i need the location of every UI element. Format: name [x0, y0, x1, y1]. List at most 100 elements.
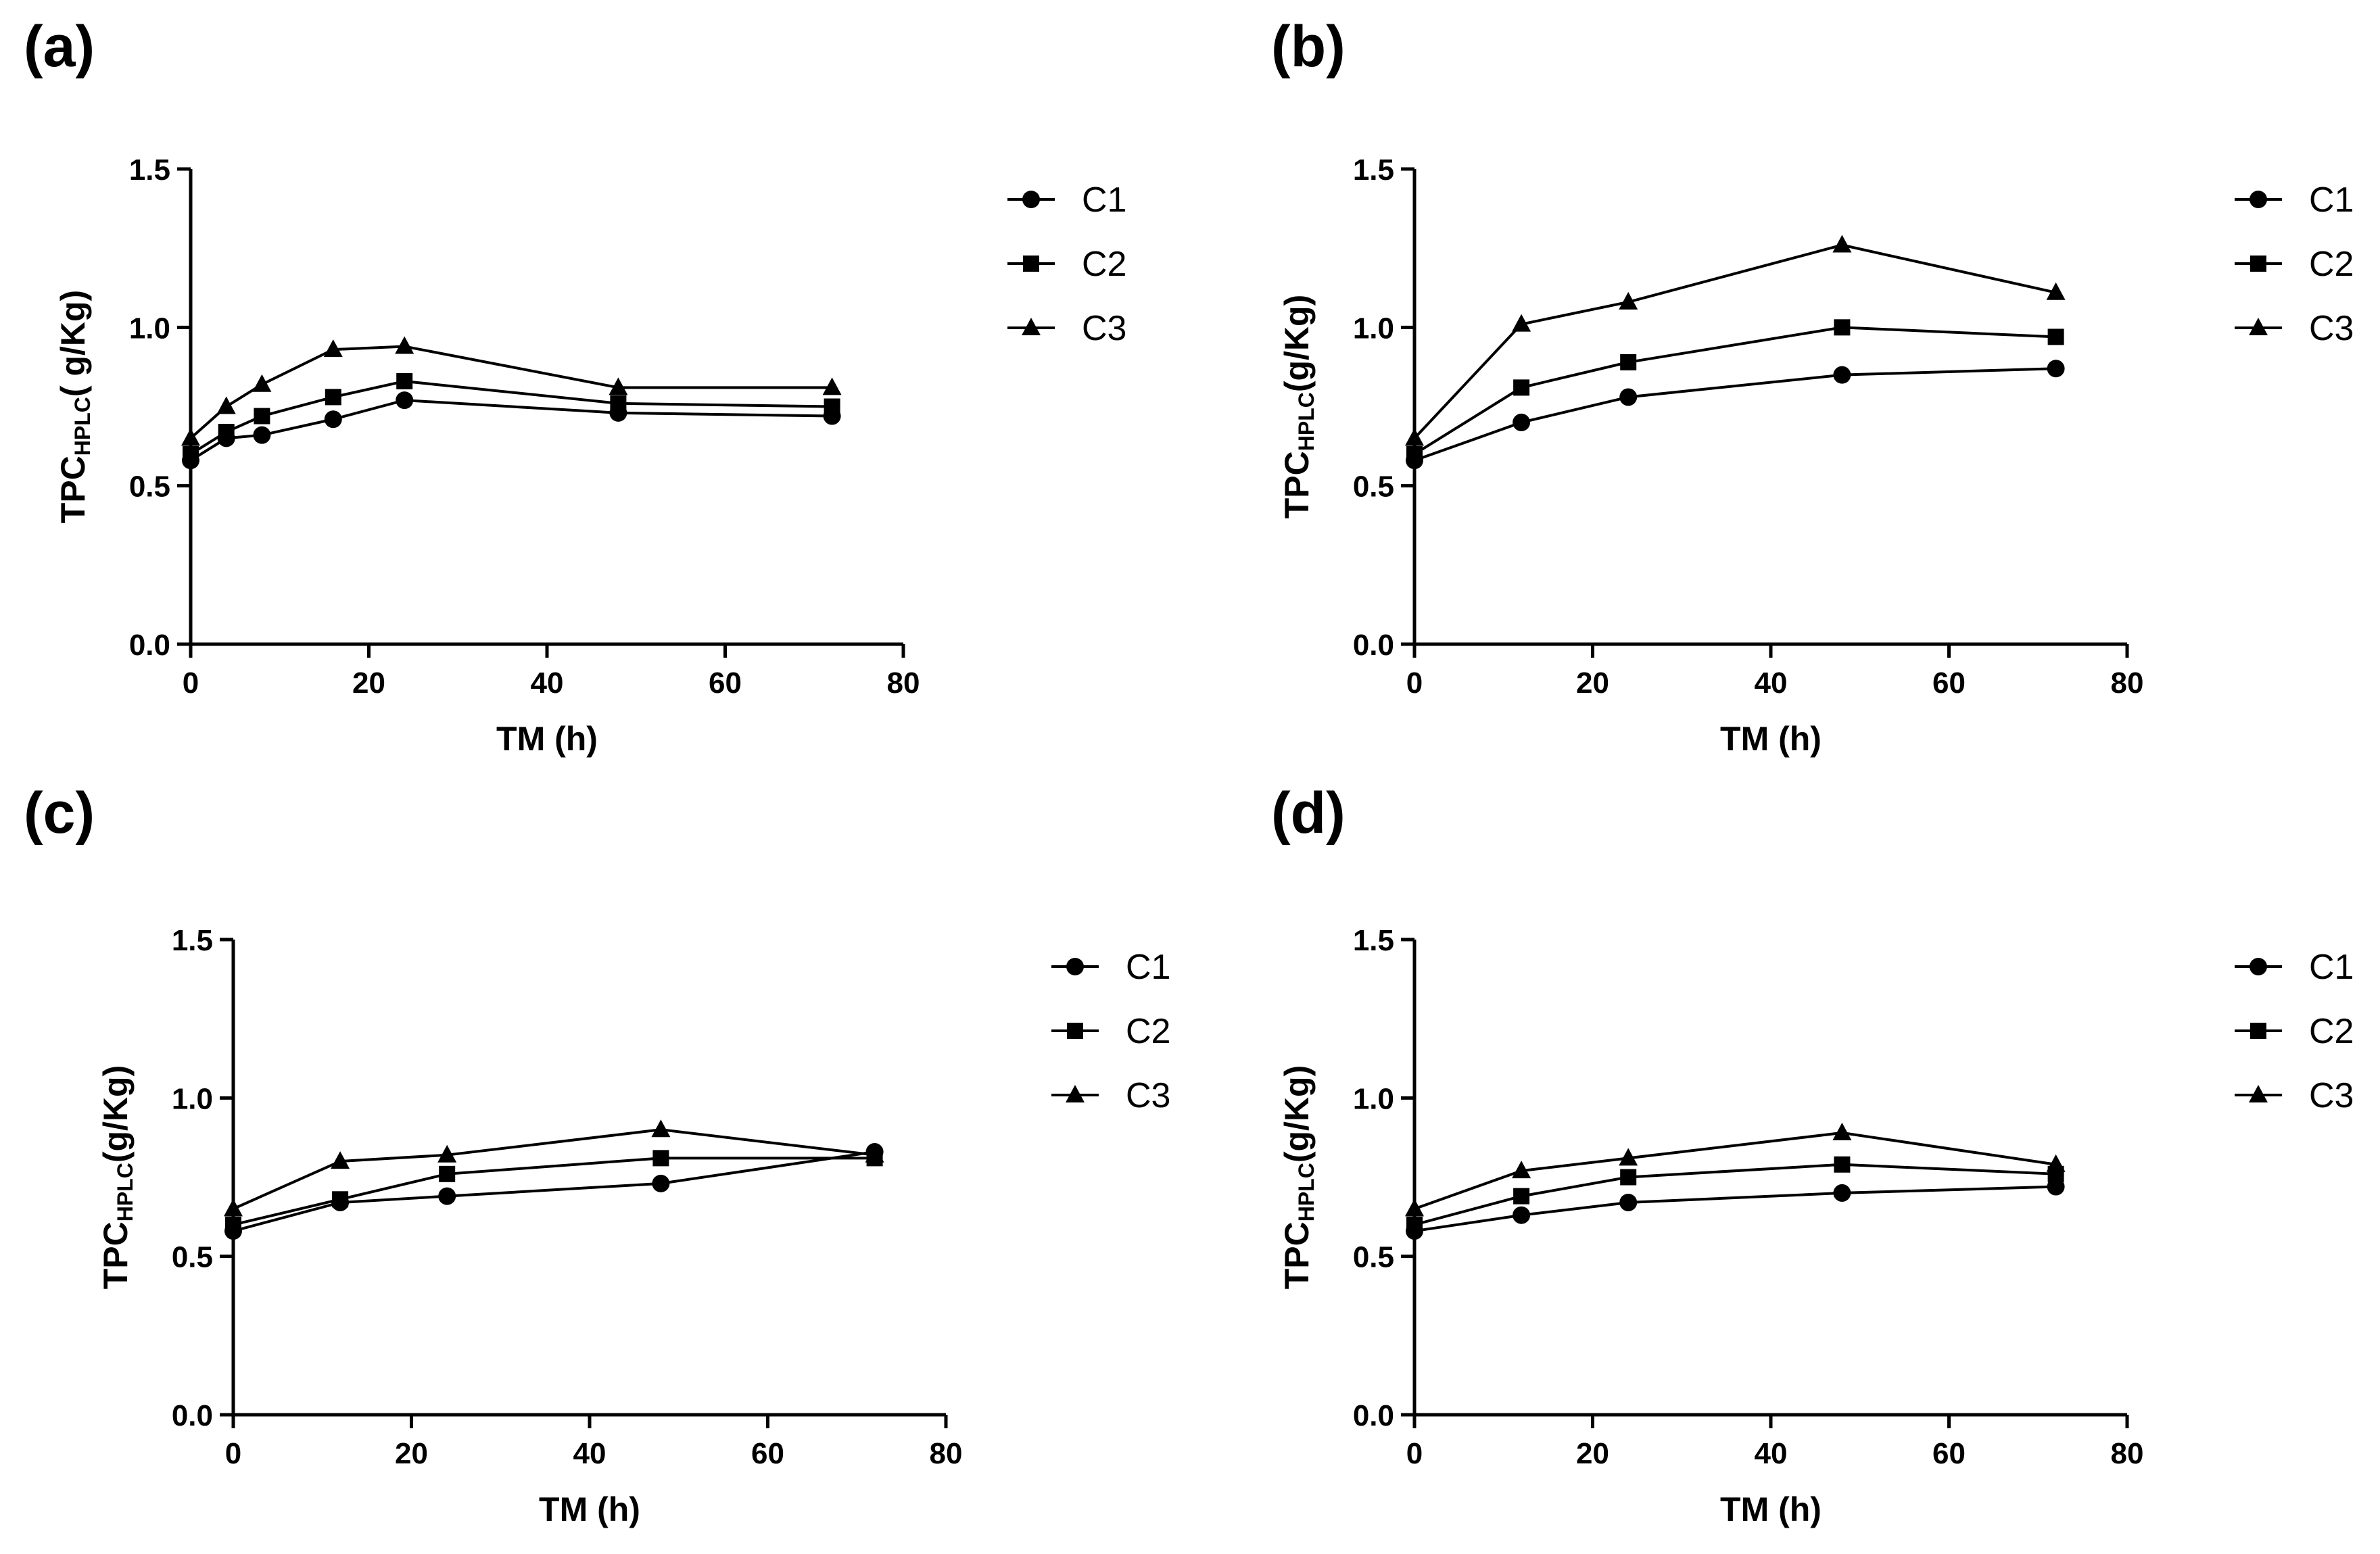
series-line-c1	[1414, 1185, 2056, 1233]
data-point-c2	[396, 373, 413, 390]
y-tick-label: 1.5	[129, 153, 170, 187]
y-tick-label: 0.0	[172, 1399, 213, 1432]
data-point-c3	[1512, 314, 1531, 332]
data-point-c2	[1406, 1216, 1423, 1233]
legend-label-c3: C3	[1082, 309, 1126, 348]
x-tick-label: 20	[1576, 666, 1609, 700]
x-axis-title: TM (h)	[539, 1490, 640, 1528]
y-axis-title-unit: (g/Kg)	[97, 1065, 135, 1163]
data-point-c3	[224, 1198, 243, 1217]
data-point-c2	[439, 1165, 456, 1182]
y-axis-title-unit: ( g/Kg)	[54, 290, 92, 397]
legend-label-c3: C3	[2309, 309, 2354, 348]
y-axis-title-subscript: HPLC	[113, 1163, 137, 1221]
x-tick-label: 20	[395, 1437, 428, 1470]
y-tick-label: 0.5	[1353, 1241, 1394, 1274]
x-tick-label: 0	[1406, 666, 1423, 700]
y-axis-title-subscript: HPLC	[1294, 1163, 1318, 1221]
data-point-c3	[1405, 1198, 1424, 1217]
series-line-c1	[1414, 367, 2056, 462]
y-tick-label: 1.0	[1353, 1082, 1394, 1115]
data-point-c1	[438, 1187, 456, 1205]
y-tick-label: 0.5	[172, 1241, 213, 1274]
x-axis-title: TM (h)	[1720, 720, 1822, 758]
data-point-c2	[332, 1191, 349, 1208]
data-point-c2	[225, 1216, 241, 1233]
series-line-c3	[1413, 243, 2057, 439]
data-point-c1	[396, 391, 414, 410]
x-axis-title: TM (h)	[1720, 1490, 1822, 1528]
data-point-c2	[1620, 354, 1637, 370]
data-point-c1	[1833, 366, 1851, 384]
legend-marker-c1	[2250, 191, 2267, 208]
y-tick-label: 0.0	[1353, 629, 1394, 662]
x-tick-label: 80	[887, 666, 920, 700]
legend-marker-c1	[1066, 958, 1084, 975]
y-tick-label: 0.0	[129, 629, 170, 662]
y-axis-title: TPCHPLC( g/Kg)	[54, 290, 95, 523]
x-tick-label: 20	[352, 666, 385, 700]
y-tick-label: 1.5	[172, 924, 213, 957]
legend-marker-c3	[1066, 1085, 1085, 1102]
data-point-c3	[181, 428, 200, 446]
x-tick-label: 60	[709, 666, 742, 700]
data-point-c3	[651, 1119, 671, 1138]
y-axis-title-subscript: HPLC	[70, 397, 95, 456]
legend-marker-c3	[1022, 318, 1041, 335]
data-point-c2	[1513, 379, 1530, 396]
data-point-c1	[1619, 388, 1638, 406]
data-point-c2	[325, 389, 341, 406]
data-point-c2	[1834, 1156, 1851, 1173]
y-tick-label: 0.5	[129, 470, 170, 504]
legend-marker-c2	[1067, 1023, 1083, 1039]
chart-panel-a: (a) 0.0 0.5 1.0 1.5 0 20 40 60 80 TM (h) TPCHPLC( g…	[24, 14, 1126, 758]
chart-panel-d: (d) 0.0 0.5 1.0 1.5 0 20 40 60 80 TM (h) TPCHPLC(g/…	[1271, 781, 2354, 1528]
data-point-c3	[609, 377, 628, 395]
legend-marker-c2	[1023, 256, 1039, 272]
data-point-c3	[1619, 1148, 1638, 1166]
data-point-c2	[218, 423, 235, 440]
legend-label-c2: C2	[1126, 1012, 1170, 1051]
data-point-c3	[323, 339, 343, 358]
panel-label: (a)	[24, 14, 95, 79]
x-tick-label: 20	[1576, 1437, 1609, 1470]
x-tick-label: 40	[1755, 1437, 1788, 1470]
data-point-c1	[1833, 1184, 1851, 1202]
data-point-c3	[1512, 1161, 1531, 1179]
legend-marker-c1	[1022, 191, 1040, 208]
y-axis-title-main: TPC	[1278, 451, 1316, 518]
x-tick-label: 40	[531, 666, 564, 700]
y-tick-label: 1.0	[129, 312, 170, 345]
data-point-c1	[2047, 1177, 2065, 1196]
y-tick-label: 1.5	[1353, 153, 1394, 187]
data-point-c1	[2047, 360, 2065, 378]
y-axis-title-main: TPC	[54, 456, 92, 523]
y-axis-title: TPCHPLC(g/Kg)	[1278, 295, 1318, 519]
y-axis-title-main: TPC	[97, 1221, 135, 1289]
legend-marker-c1	[2250, 958, 2267, 975]
legend-label-c2: C2	[2309, 245, 2354, 284]
legend-label-c1: C1	[1126, 948, 1170, 987]
x-tick-label: 0	[225, 1437, 241, 1470]
data-point-c3	[216, 396, 236, 414]
x-tick-label: 80	[2111, 1437, 2144, 1470]
y-axis-title: TPCHPLC(g/Kg)	[1278, 1065, 1318, 1290]
legend-marker-c3	[2249, 1085, 2268, 1102]
y-axis-title-main: TPC	[1278, 1221, 1316, 1289]
series-line-c3	[233, 1128, 875, 1211]
y-tick-label: 1.5	[1353, 924, 1394, 957]
series-line-c2	[233, 1157, 875, 1226]
chart-panel-c: (c) 0.0 0.5 1.0 1.5 0 20 40 60 80 TM (h) TPCHPLC(g/…	[24, 781, 1170, 1528]
legend-marker-c2	[2250, 256, 2266, 272]
y-axis-title-unit: (g/Kg)	[1278, 295, 1316, 392]
data-point-c3	[2046, 282, 2066, 300]
series-line-c2	[189, 379, 832, 456]
y-axis-title-unit: (g/Kg)	[1278, 1065, 1316, 1163]
data-point-c3	[2046, 1154, 2066, 1172]
x-tick-label: 60	[1932, 1437, 1966, 1470]
x-tick-label: 0	[1406, 1437, 1423, 1470]
data-point-c1	[324, 410, 342, 429]
x-tick-label: 80	[2111, 666, 2144, 700]
data-point-c2	[1513, 1188, 1530, 1205]
data-point-c2	[1406, 445, 1423, 462]
